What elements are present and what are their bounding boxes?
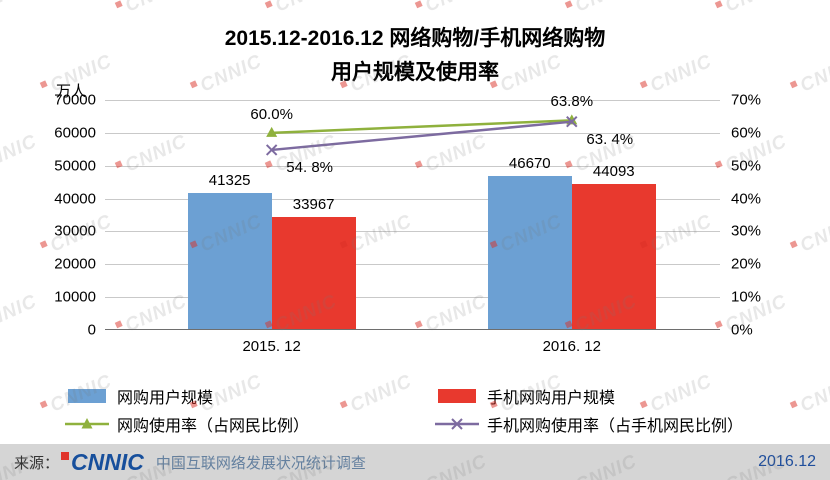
x-marker-icon <box>566 115 578 128</box>
watermark-text: CNNIC <box>722 0 790 17</box>
legend-item-online-shopping-rate: 网购使用率（占网民比例） <box>65 413 309 435</box>
watermark: CNNIC <box>564 0 640 19</box>
watermark-logo-square-icon <box>789 240 798 249</box>
legend-item-mobile-shopping-rate: 手机网购使用率（占手机网民比例） <box>435 413 743 435</box>
legend-swatch-bar-icon <box>68 389 106 403</box>
watermark-logo-square-icon <box>264 0 273 9</box>
right-axis-tick-label: 10% <box>731 288 762 306</box>
line-point-label: 63.8% <box>550 93 594 111</box>
line-point-label: 63. 4% <box>586 130 634 148</box>
watermark-logo-square-icon <box>564 0 573 9</box>
bar-value-label: 46670 <box>508 154 551 172</box>
watermark-text: CNNIC <box>422 0 490 17</box>
chart-title-line2: 用户规模及使用率 <box>331 61 499 84</box>
watermark-logo-square-icon <box>414 0 423 9</box>
grid-line <box>105 231 720 233</box>
legend-label: 手机网购用户规模 <box>487 390 616 407</box>
left-axis-unit-label: 万人 <box>56 83 87 100</box>
x-marker-icon <box>265 144 278 156</box>
right-axis-tick-label: 50% <box>731 157 762 175</box>
bar-value-label: 44093 <box>592 163 635 181</box>
legend-label: 手机网购使用率（占手机网民比例） <box>487 418 744 435</box>
left-axis-tick-label: 70000 <box>54 91 96 109</box>
legend-item-mobile-shopping-users: 手机网购用户规模 <box>435 385 615 407</box>
left-axis-tick-label: 10000 <box>54 288 96 306</box>
watermark-text: CNNIC <box>0 290 41 337</box>
watermark: CNNIC <box>0 0 40 19</box>
line-mobile-shopping-rate <box>271 120 572 152</box>
line-point-label: 54. 8% <box>286 158 333 176</box>
left-axis-tick-label: 40000 <box>54 190 96 208</box>
bar-mobile-shopping-users-1 <box>571 184 656 329</box>
legend-swatch-line-icon <box>65 418 109 429</box>
legend-swatch-line-icon <box>435 418 479 430</box>
grid-line <box>105 100 720 101</box>
watermark-logo-square-icon <box>114 0 123 9</box>
right-axis-tick-label: 60% <box>731 124 762 142</box>
watermark: CNNIC <box>0 290 41 340</box>
bar-mobile-shopping-users-0 <box>271 217 356 329</box>
footer-bar: 来源： CNNIC 中国互联网络发展状况统计调查 2016.12 <box>0 444 830 480</box>
grid-line <box>105 132 720 134</box>
watermark: CNNIC <box>114 0 190 19</box>
chart-title: 2015.12-2016.12 网络购物/手机网络购物 用户规模及使用率 <box>0 22 830 90</box>
bar-online-shopping-users-0 <box>187 193 272 329</box>
watermark-text: CNNIC <box>797 210 830 257</box>
right-axis-tick-label: 70% <box>731 91 762 109</box>
left-axis-tick-label: 50000 <box>54 157 96 175</box>
watermark-logo-square-icon <box>714 0 723 9</box>
plot-area: 0 0% 10000 10% 20000 20% 30000 30% 40000 40% 50000… <box>54 92 761 356</box>
right-axis-tick-label: 0% <box>731 321 753 339</box>
line-series-svg <box>265 114 578 156</box>
cnnic-logo-red-square-icon <box>61 451 70 460</box>
x-axis-label-0: 2015. 12 <box>242 338 301 355</box>
legend: 网购用户规模 手机网购用户规模网购使用率（占网民比例） 手机网购使用率（占手机网民比… <box>0 383 830 441</box>
cnnic-logo-text: CNNIC <box>71 448 144 475</box>
bar-online-shopping-users-1 <box>487 175 572 329</box>
watermark-text: CNNIC <box>0 130 41 177</box>
cnnic-logo: CNNIC <box>61 448 144 475</box>
grid-line <box>105 264 720 266</box>
watermark: CNNIC <box>0 130 41 180</box>
legend-swatch-bar-icon <box>438 389 476 403</box>
watermark-text: CNNIC <box>272 0 340 17</box>
watermark-text: CNNIC <box>572 0 640 17</box>
line-point-label: 60.0% <box>250 105 293 123</box>
watermark: CNNIC <box>714 0 790 19</box>
grid-line <box>105 198 720 200</box>
watermark: CNNIC <box>264 0 340 19</box>
legend-label: 网购用户规模 <box>117 390 214 407</box>
watermark-text: CNNIC <box>122 0 190 17</box>
left-axis-tick-label: 60000 <box>54 124 96 142</box>
legend-item-online-shopping-users: 网购用户规模 <box>65 385 213 407</box>
watermark: CNNIC <box>789 210 830 260</box>
report-date: 2016.12 <box>758 453 816 470</box>
right-axis-tick-label: 20% <box>731 255 762 273</box>
triangle-marker-icon <box>266 126 278 137</box>
grid-line <box>105 297 720 299</box>
right-axis-tick-label: 30% <box>731 222 762 240</box>
line-online-shopping-rate <box>271 119 572 135</box>
left-axis-tick-label: 20000 <box>54 255 96 273</box>
legend-label: 网购使用率（占网民比例） <box>117 418 310 435</box>
watermark-logo-square-icon <box>39 240 48 249</box>
source-text: 中国互联网络发展状况统计调查 <box>155 454 366 472</box>
right-axis-tick-label: 40% <box>731 190 762 208</box>
bar-value-label: 41325 <box>208 172 251 190</box>
grid-line <box>105 165 720 167</box>
left-axis-tick-label: 0 <box>87 321 96 339</box>
watermark-text: CNNIC <box>0 0 40 17</box>
left-axis-tick-label: 30000 <box>54 222 96 240</box>
x-axis-label-1: 2016. 12 <box>542 338 601 355</box>
watermark: CNNIC <box>414 0 490 19</box>
source-label: 来源： <box>14 454 60 472</box>
chart-title-line1: 2015.12-2016.12 网络购物/手机网络购物 <box>224 27 606 50</box>
bar-value-label: 33967 <box>292 196 335 214</box>
